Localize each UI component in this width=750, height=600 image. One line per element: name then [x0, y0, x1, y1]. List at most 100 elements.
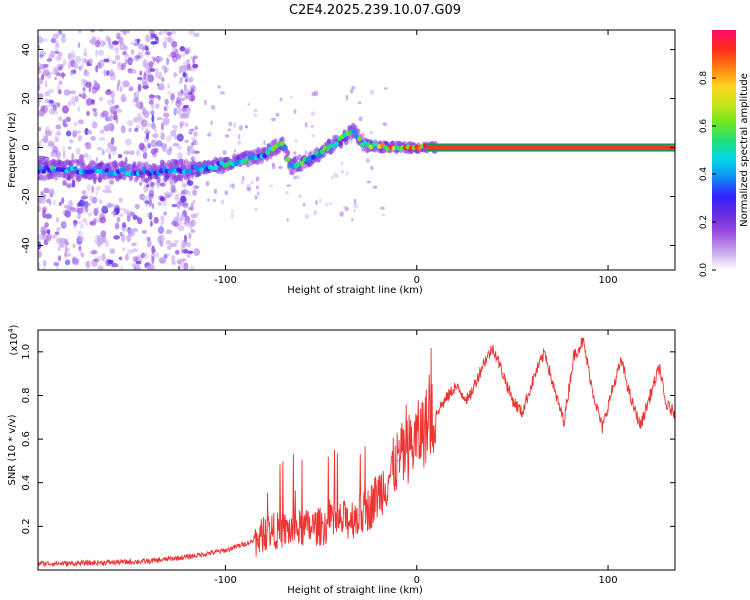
spectrogram-noise-cell	[137, 51, 144, 60]
spectrogram-ridge-halo	[128, 174, 134, 182]
spectrogram-noise-cell	[56, 102, 61, 108]
spectrogram-ridge-halo	[118, 172, 123, 180]
spectrogram-ylabel: Frequency (Hz)	[7, 112, 18, 188]
spectrogram-noise-cell	[170, 184, 176, 193]
spectrogram-noise-cell	[150, 148, 157, 155]
spectrogram-noise-cell	[38, 262, 41, 270]
spectrogram-noise-cell	[188, 95, 192, 101]
spectrogram-ridge-cell	[38, 169, 41, 175]
spectrogram-xlabel: Height of straight line (km)	[287, 285, 423, 296]
spectrogram-noise-cell	[194, 139, 199, 146]
spectrogram-noise-cell	[159, 182, 166, 187]
spectrogram-noise-cell	[70, 50, 76, 58]
spectrogram-noise-cell	[91, 249, 98, 255]
spectrogram-noise-cell	[87, 211, 93, 217]
snr-point	[397, 460, 399, 462]
spectrogram-noise-cell	[179, 45, 186, 52]
spectrogram-noise-cell	[83, 70, 90, 77]
spectrogram-noise-cell	[171, 261, 176, 265]
spectrogram-ridge-halo	[326, 138, 332, 145]
snr-point	[492, 346, 494, 349]
spectrogram-noise-cell	[145, 202, 148, 207]
snr-point	[110, 561, 112, 563]
spectrogram-noise-cell	[117, 80, 121, 87]
spectrogram-noise-cell	[113, 235, 120, 240]
spectrogram-noise-cell	[162, 119, 170, 126]
spectrogram-ytick-label: -40	[21, 237, 32, 253]
spectrogram-noise-cell	[90, 30, 95, 33]
spectrogram-noise-cell	[44, 213, 52, 219]
spectrogram-carrier-core	[426, 145, 675, 150]
spectrogram-noise-cell	[61, 33, 66, 38]
spectrogram-noise-cell	[147, 237, 151, 241]
spectrogram-noise-cell	[46, 104, 54, 108]
spectrogram-noise-cell	[193, 185, 200, 190]
spectrogram-noise-cell	[253, 113, 258, 117]
spectrogram-noise-cell	[298, 194, 302, 199]
spectrogram-noise-cell	[62, 150, 66, 159]
spectrogram-noise-cell	[182, 71, 187, 78]
spectrogram-ridge-halo	[144, 177, 149, 184]
spectrogram-noise-cell	[188, 91, 193, 96]
spectrogram-noise-cell	[345, 94, 349, 101]
spectrogram-noise-cell	[145, 47, 150, 55]
spectrogram-noise-cell	[146, 184, 150, 188]
spectrogram-noise-cell	[174, 193, 180, 201]
spectrogram-noise-cell	[142, 252, 149, 260]
spectrogram-noise-cell	[49, 129, 53, 136]
spectrogram-noise-cell	[134, 203, 140, 210]
spectrogram-noise-cell	[141, 229, 147, 234]
spectrogram-noise-cell	[55, 237, 62, 245]
spectrogram-noise-cell	[174, 134, 178, 141]
spectrogram-ridge-cell	[38, 165, 44, 171]
spectrogram-noise-cell	[154, 142, 158, 149]
spectrogram-noise-cell	[72, 132, 76, 138]
spectrogram-noise-cell	[188, 232, 192, 240]
spectrogram-noise-cell	[365, 157, 370, 164]
spectrogram-noise-cell	[42, 210, 46, 219]
spectrogram-noise-cell	[126, 212, 131, 217]
spectrogram-noise-cell	[330, 176, 334, 180]
spectrogram-noise-cell	[153, 216, 159, 224]
spectrogram-ridge-halo	[121, 173, 127, 181]
colorbar-tick-label: 0.8	[699, 71, 709, 86]
spectrogram-noise-cell	[242, 175, 245, 181]
spectrogram-noise-cell	[270, 117, 276, 122]
spectrogram-noise-cell	[38, 84, 41, 91]
spectrogram-noise-cell	[105, 69, 110, 76]
colorbar-tick-label: 0.6	[699, 119, 709, 134]
spectrogram-noise-cell	[135, 149, 141, 157]
spectrogram-noise-cell	[50, 71, 57, 75]
spectrogram-noise-cell	[187, 145, 191, 152]
spectrogram-noise-cell	[123, 150, 131, 155]
snr-xtick-label: 100	[599, 575, 618, 586]
spectrogram-noise-cell	[176, 146, 182, 150]
spectrogram-noise-cell	[120, 234, 126, 243]
snr-point	[573, 355, 575, 357]
spectrogram-noise-cell	[94, 40, 101, 48]
spectrogram-noise-cell	[80, 92, 86, 99]
spectrogram-noise-cell	[187, 189, 191, 197]
spectrogram-noise-cell	[313, 90, 319, 97]
spectrogram-noise-cell	[176, 133, 184, 142]
spectrogram-noise-cell	[146, 123, 154, 128]
spectrogram-noise-cell	[302, 202, 306, 207]
spectrogram-noise-cell	[183, 64, 190, 71]
spectrogram-noise-cell	[210, 120, 213, 126]
spectrogram-noise-cell	[88, 86, 92, 93]
spectrogram-noise-cell	[315, 200, 318, 206]
spectrogram-noise-cell	[161, 64, 166, 71]
spectrogram-ridge-cell	[199, 167, 204, 173]
spectrogram-noise-cell	[160, 221, 163, 229]
spectrogram-noise-cell	[170, 100, 175, 104]
snr-point	[186, 556, 188, 558]
spectrogram-noise-cell	[104, 116, 111, 122]
spectrogram-noise-cell	[61, 197, 65, 205]
spectrogram-ridge-cell	[351, 128, 357, 134]
snr-frame	[37, 329, 676, 571]
spectrogram-noise-cell	[42, 69, 50, 77]
spectrogram-noise-cell	[44, 98, 51, 104]
spectrogram-noise-cell	[173, 239, 180, 244]
colorbar-tick-label: 0.4	[699, 167, 709, 182]
